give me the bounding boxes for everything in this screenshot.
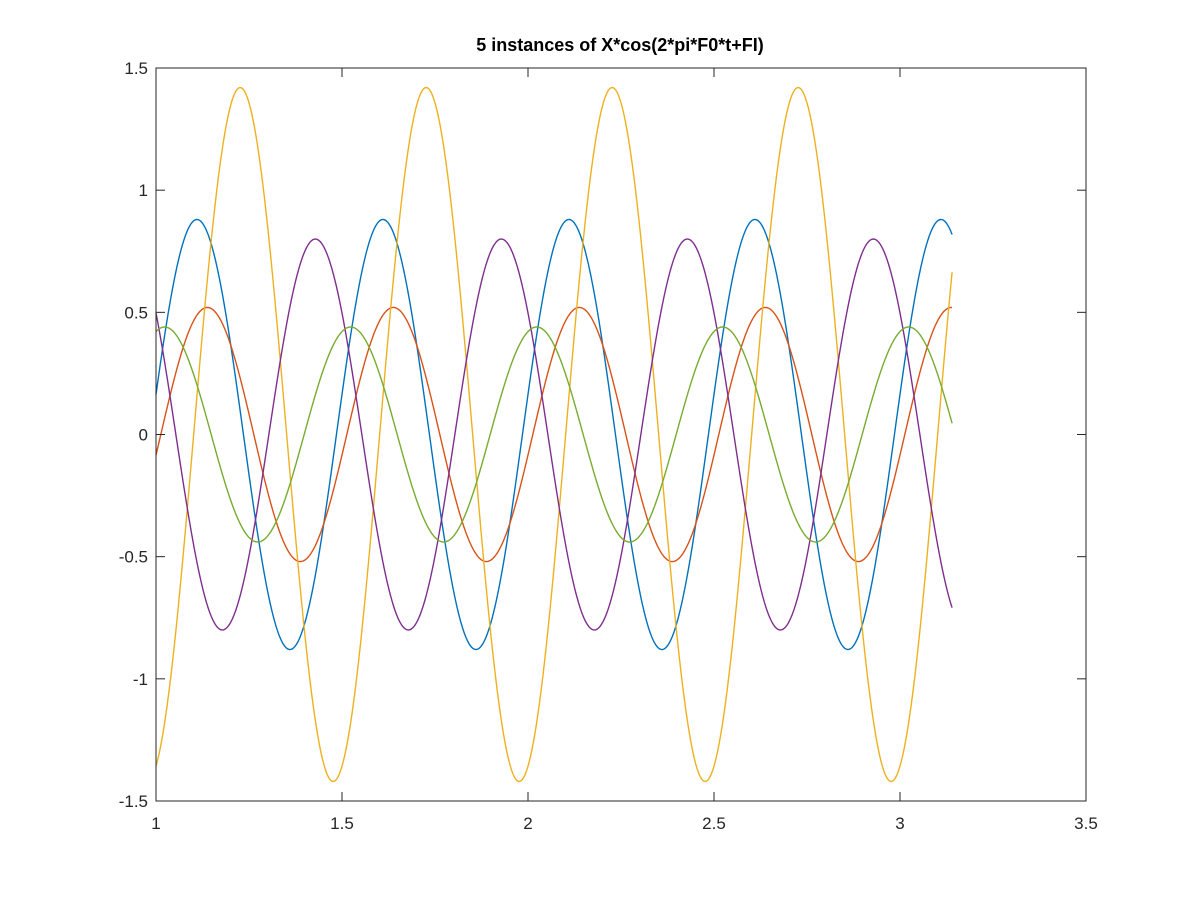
- x-tick-label: 2.5: [702, 814, 726, 833]
- x-tick-label: 1: [151, 814, 160, 833]
- y-tick-label: 1.5: [124, 59, 148, 78]
- series-line-5: [155, 326, 953, 543]
- x-tick-label: 1.5: [330, 814, 354, 833]
- y-tick-label: -0.5: [119, 548, 148, 567]
- x-tick-label: 3: [895, 814, 904, 833]
- series-layer: [155, 86, 953, 783]
- y-tick-label: 1: [139, 181, 148, 200]
- x-tick-label: 2: [523, 814, 532, 833]
- series-line-3: [155, 86, 953, 783]
- chart-title: 5 instances of X*cos(2*pi*F0*t+FI): [476, 35, 764, 55]
- series-line-4: [155, 238, 953, 631]
- x-tick-label: 3.5: [1074, 814, 1098, 833]
- tick-layer: 1 1.5 2 2.5 3 3.5 -1.5 -1 -0.5 0 0.5 1 1.5: [119, 59, 1098, 833]
- y-tick-label: 0: [139, 426, 148, 445]
- series-line-1: [155, 218, 953, 651]
- y-tick-label: -1.5: [119, 792, 148, 811]
- y-tick-label: -1: [133, 670, 148, 689]
- y-tick-label: 0.5: [124, 303, 148, 322]
- series-line-2: [155, 306, 953, 563]
